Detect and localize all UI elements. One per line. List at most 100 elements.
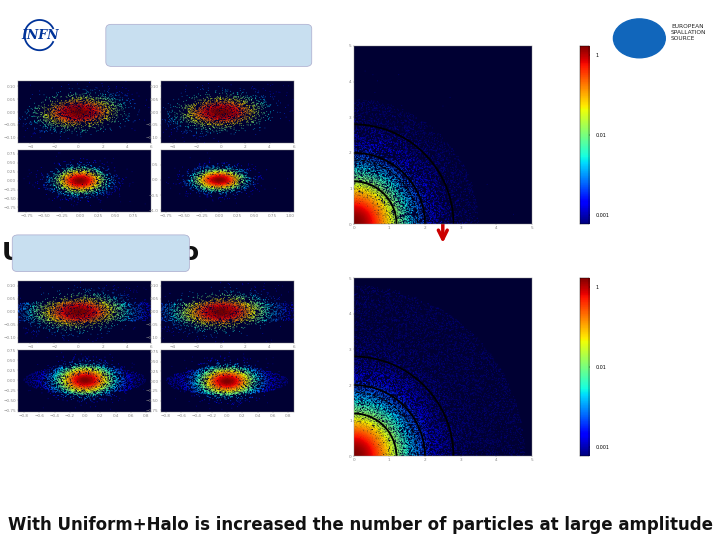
Point (234, 109, 246, 117)
Point (83, 312, 94, 321)
Point (219, 166, 230, 175)
Point (434, 429, 446, 438)
Point (354, 451, 366, 460)
Point (348, 215, 360, 224)
Point (396, 422, 408, 431)
Point (434, 401, 446, 409)
Point (93, 379, 104, 387)
Point (377, 139, 389, 148)
Point (220, 181, 231, 190)
Point (415, 433, 426, 441)
Point (414, 124, 426, 132)
Point (352, 424, 364, 433)
Point (186, 301, 198, 310)
Point (210, 376, 221, 384)
Point (504, 396, 516, 404)
Point (358, 451, 369, 460)
Point (365, 212, 377, 221)
Point (348, 451, 360, 460)
Point (349, 452, 361, 461)
Point (185, 388, 197, 396)
Point (55, 301, 66, 309)
Point (361, 403, 373, 412)
Point (348, 213, 360, 221)
Point (353, 214, 364, 223)
Point (208, 378, 220, 387)
Point (349, 217, 361, 226)
Point (352, 451, 364, 460)
Point (353, 447, 364, 456)
Point (99, 114, 111, 123)
Point (248, 313, 259, 321)
Point (364, 450, 376, 458)
Point (355, 347, 366, 356)
Point (223, 376, 235, 385)
Point (218, 173, 230, 181)
Point (350, 449, 361, 457)
Point (431, 409, 442, 418)
Point (210, 303, 221, 312)
Point (472, 341, 483, 350)
Point (118, 381, 130, 390)
Point (200, 172, 212, 181)
Point (374, 441, 385, 449)
Point (401, 428, 413, 437)
Point (65, 107, 76, 116)
Point (432, 377, 444, 386)
Point (42, 178, 54, 187)
Point (422, 356, 433, 365)
Point (391, 397, 402, 406)
Point (246, 375, 257, 383)
Point (360, 129, 372, 137)
Point (388, 138, 400, 147)
Point (354, 438, 365, 447)
Point (89, 100, 100, 109)
Point (351, 450, 363, 459)
Point (388, 423, 400, 432)
Point (377, 198, 388, 207)
Point (462, 180, 474, 188)
Point (349, 451, 361, 460)
Point (85, 375, 96, 384)
Point (443, 186, 454, 195)
Point (89, 89, 101, 97)
Point (352, 386, 364, 394)
Point (79, 374, 91, 383)
Point (422, 360, 433, 368)
Point (363, 438, 374, 447)
Point (244, 301, 256, 309)
Point (386, 172, 397, 181)
Point (380, 160, 392, 168)
Point (91, 309, 103, 318)
Point (44, 177, 55, 186)
Point (352, 450, 364, 459)
Point (228, 167, 239, 176)
Point (213, 174, 225, 183)
Point (352, 451, 364, 460)
Point (61, 175, 73, 184)
Point (364, 211, 376, 219)
Point (354, 450, 365, 458)
Point (174, 373, 185, 382)
Point (396, 168, 408, 177)
Point (85, 299, 96, 307)
Point (366, 215, 377, 224)
Point (354, 202, 366, 211)
Point (449, 346, 461, 355)
Point (420, 180, 431, 189)
Point (369, 213, 381, 221)
Point (418, 128, 429, 137)
Point (74, 178, 86, 187)
Point (89, 319, 100, 327)
Point (354, 450, 366, 459)
Point (436, 188, 448, 197)
Point (476, 426, 487, 435)
Point (348, 414, 359, 422)
Point (349, 218, 361, 227)
Point (76, 106, 87, 114)
Point (204, 176, 215, 184)
Point (428, 448, 440, 457)
Point (222, 378, 234, 387)
Point (453, 396, 464, 404)
Point (353, 220, 364, 228)
